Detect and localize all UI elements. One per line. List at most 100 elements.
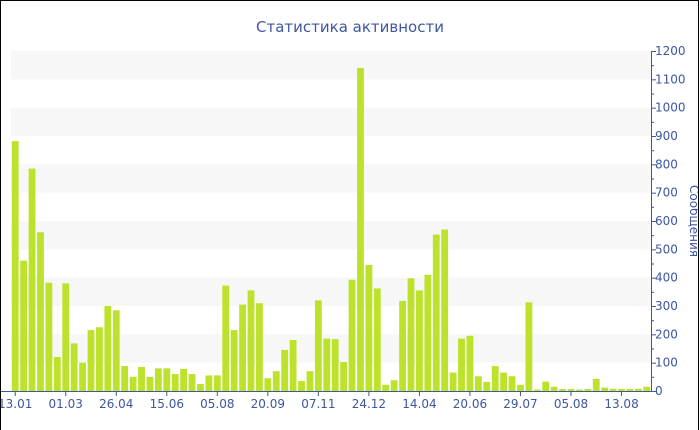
bar[interactable] xyxy=(609,388,617,391)
x-tick-label: 05.08 xyxy=(554,397,588,411)
bar[interactable] xyxy=(517,384,524,391)
bar[interactable] xyxy=(407,278,415,391)
x-tick-label: 20.09 xyxy=(251,397,285,411)
bar[interactable] xyxy=(458,338,465,391)
y-tick-label: 800 xyxy=(655,157,678,171)
bar[interactable] xyxy=(20,260,28,391)
grid-band xyxy=(11,107,651,136)
bar[interactable] xyxy=(37,232,44,391)
bar[interactable] xyxy=(11,141,19,391)
y-ticks: 0 100 200 300 400 500 600 700 800 900 1000 1100 1200 xyxy=(651,44,686,398)
bar[interactable] xyxy=(230,330,238,391)
bar[interactable] xyxy=(129,376,137,391)
bar[interactable] xyxy=(424,274,432,391)
bar[interactable] xyxy=(474,376,482,391)
bar[interactable] xyxy=(643,386,651,391)
y-tick-label: 600 xyxy=(655,214,678,228)
bar[interactable] xyxy=(331,339,339,391)
bar[interactable] xyxy=(449,372,457,391)
bar[interactable] xyxy=(491,366,499,391)
bar[interactable] xyxy=(373,288,381,391)
bar[interactable] xyxy=(197,383,204,391)
x-tick-label: 01.03 xyxy=(49,397,83,411)
bar[interactable] xyxy=(154,368,162,391)
y-tick-label: 1000 xyxy=(655,101,686,115)
bar[interactable] xyxy=(146,376,154,391)
bar[interactable] xyxy=(314,300,322,391)
bar[interactable] xyxy=(121,366,129,391)
bar[interactable] xyxy=(567,389,575,391)
bar[interactable] xyxy=(432,234,440,391)
grid-band xyxy=(11,221,651,250)
x-ticks: 13.01 01.03 26.04 15.06 05.08 20.09 07.11 24.12… xyxy=(1,391,639,411)
bar[interactable] xyxy=(180,368,188,391)
bar[interactable] xyxy=(163,368,171,391)
bar[interactable] xyxy=(576,389,583,391)
bar[interactable] xyxy=(239,304,246,391)
x-tick-label: 15.06 xyxy=(150,397,184,411)
bar[interactable] xyxy=(508,376,516,391)
bar[interactable] xyxy=(79,362,86,391)
bar[interactable] xyxy=(256,303,263,391)
bar[interactable] xyxy=(550,386,558,391)
bar[interactable] xyxy=(289,340,297,391)
bar[interactable] xyxy=(188,374,196,391)
bar[interactable] xyxy=(601,387,609,391)
bar[interactable] xyxy=(45,282,53,391)
bar[interactable] xyxy=(559,389,566,391)
bar[interactable] xyxy=(382,384,390,391)
bar[interactable] xyxy=(634,388,642,391)
bar[interactable] xyxy=(466,335,474,391)
bar[interactable] xyxy=(298,381,305,391)
bar[interactable] xyxy=(348,279,356,391)
bar[interactable] xyxy=(87,330,95,391)
bar[interactable] xyxy=(62,283,70,391)
bar[interactable] xyxy=(626,389,634,391)
bar[interactable] xyxy=(272,371,280,391)
bar[interactable] xyxy=(70,343,78,391)
bar[interactable] xyxy=(390,380,398,391)
bar[interactable] xyxy=(171,374,179,391)
bar[interactable] xyxy=(441,229,449,392)
bar[interactable] xyxy=(138,366,145,391)
bar[interactable] xyxy=(323,338,331,391)
y-tick-label: 300 xyxy=(655,299,678,313)
grid-band xyxy=(11,164,651,193)
x-tick-label: 26.04 xyxy=(99,397,133,411)
bar[interactable] xyxy=(104,306,112,391)
x-tick-label: 29.07 xyxy=(503,397,537,411)
bar[interactable] xyxy=(53,357,61,391)
bar[interactable] xyxy=(96,327,103,391)
bar[interactable] xyxy=(28,168,36,391)
x-tick-label: 13.08 xyxy=(604,397,638,411)
grid-band xyxy=(11,51,651,80)
bar[interactable] xyxy=(112,310,120,391)
bar[interactable] xyxy=(584,389,592,391)
bar[interactable] xyxy=(357,68,364,391)
bar[interactable] xyxy=(247,290,255,391)
bar[interactable] xyxy=(500,372,508,391)
bar[interactable] xyxy=(483,381,491,391)
bar[interactable] xyxy=(542,381,550,391)
bar[interactable] xyxy=(416,290,423,391)
grid-band xyxy=(11,277,651,306)
bar[interactable] xyxy=(340,362,348,391)
y-tick-label: 900 xyxy=(655,129,678,143)
bar[interactable] xyxy=(205,375,213,391)
bar[interactable] xyxy=(213,375,221,391)
x-tick-label: 07.11 xyxy=(301,397,335,411)
bar[interactable] xyxy=(533,389,541,391)
bar[interactable] xyxy=(306,371,314,391)
y-tick-label: 400 xyxy=(655,271,678,285)
bar[interactable] xyxy=(264,378,272,391)
bar[interactable] xyxy=(281,349,289,391)
bar[interactable] xyxy=(222,285,230,391)
bar[interactable] xyxy=(365,264,373,391)
bar[interactable] xyxy=(399,300,406,391)
bar[interactable] xyxy=(618,389,625,391)
y-tick-label: 100 xyxy=(655,356,678,370)
bar[interactable] xyxy=(525,302,533,391)
grid-bands xyxy=(11,51,651,363)
bar[interactable] xyxy=(592,378,600,391)
